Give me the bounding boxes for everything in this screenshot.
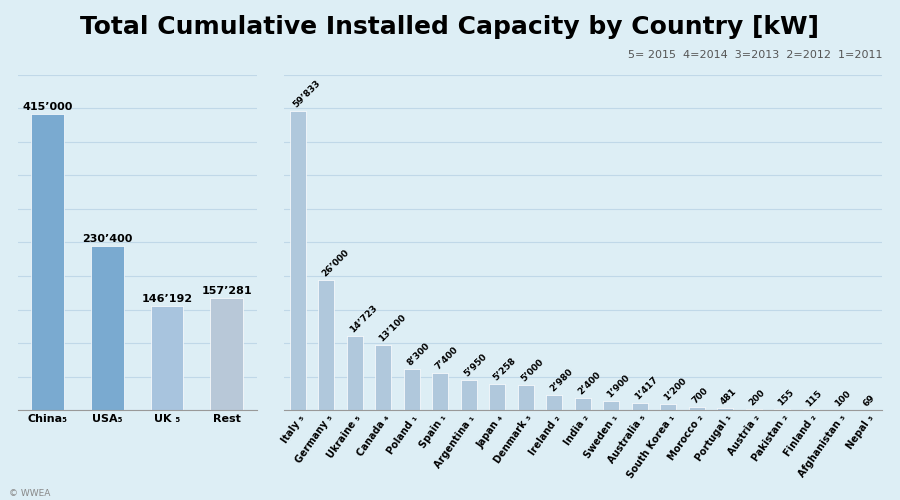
Text: 59’833: 59’833	[292, 78, 322, 110]
Bar	[150, 306, 184, 410]
Text: 13’100: 13’100	[377, 312, 408, 343]
Text: Total Cumulative Installed Capacity by Country [kW]: Total Cumulative Installed Capacity by C…	[80, 15, 820, 39]
Text: © WWEA: © WWEA	[9, 488, 50, 498]
Text: 5’258: 5’258	[491, 356, 518, 382]
Text: 14’723: 14’723	[348, 304, 380, 335]
Bar	[346, 336, 363, 410]
Bar	[575, 398, 590, 410]
Text: 157’281: 157’281	[202, 286, 252, 296]
Text: 69: 69	[861, 393, 877, 408]
Text: 1’417: 1’417	[634, 375, 660, 402]
Bar	[661, 404, 676, 410]
Bar	[490, 384, 505, 410]
Text: 2’980: 2’980	[548, 367, 574, 394]
Text: 8’300: 8’300	[405, 340, 432, 367]
Text: 481: 481	[719, 386, 739, 406]
Text: 26’000: 26’000	[320, 248, 350, 278]
Text: 2’400: 2’400	[576, 370, 603, 396]
Bar	[461, 380, 477, 410]
Bar	[211, 298, 243, 410]
Bar	[717, 408, 734, 410]
Text: 115: 115	[805, 388, 824, 408]
Bar	[32, 114, 64, 410]
Bar	[746, 409, 761, 410]
Bar	[290, 111, 306, 410]
Text: 7’400: 7’400	[434, 345, 460, 372]
Text: 5’950: 5’950	[463, 352, 489, 379]
Text: 230’400: 230’400	[82, 234, 132, 243]
Text: 1’200: 1’200	[662, 376, 688, 402]
Text: 5’000: 5’000	[519, 358, 545, 384]
Bar	[319, 280, 334, 410]
Text: 155: 155	[776, 388, 796, 407]
Bar	[603, 400, 619, 410]
Text: 5= 2015  4=2014  3=2013  2=2012  1=2011: 5= 2015 4=2014 3=2013 2=2012 1=2011	[627, 50, 882, 60]
Text: 415’000: 415’000	[22, 102, 73, 112]
Text: 700: 700	[690, 386, 710, 405]
Text: 1’900: 1’900	[605, 372, 631, 399]
Bar	[91, 246, 124, 410]
Text: 200: 200	[747, 388, 767, 407]
Bar	[688, 406, 705, 410]
Bar	[375, 344, 392, 410]
Bar	[546, 395, 562, 410]
Bar	[774, 409, 790, 410]
Text: 146’192: 146’192	[141, 294, 193, 304]
Bar	[632, 403, 648, 410]
Bar	[518, 385, 534, 410]
Bar	[432, 373, 448, 410]
Text: 100: 100	[832, 388, 852, 408]
Bar	[404, 368, 419, 410]
